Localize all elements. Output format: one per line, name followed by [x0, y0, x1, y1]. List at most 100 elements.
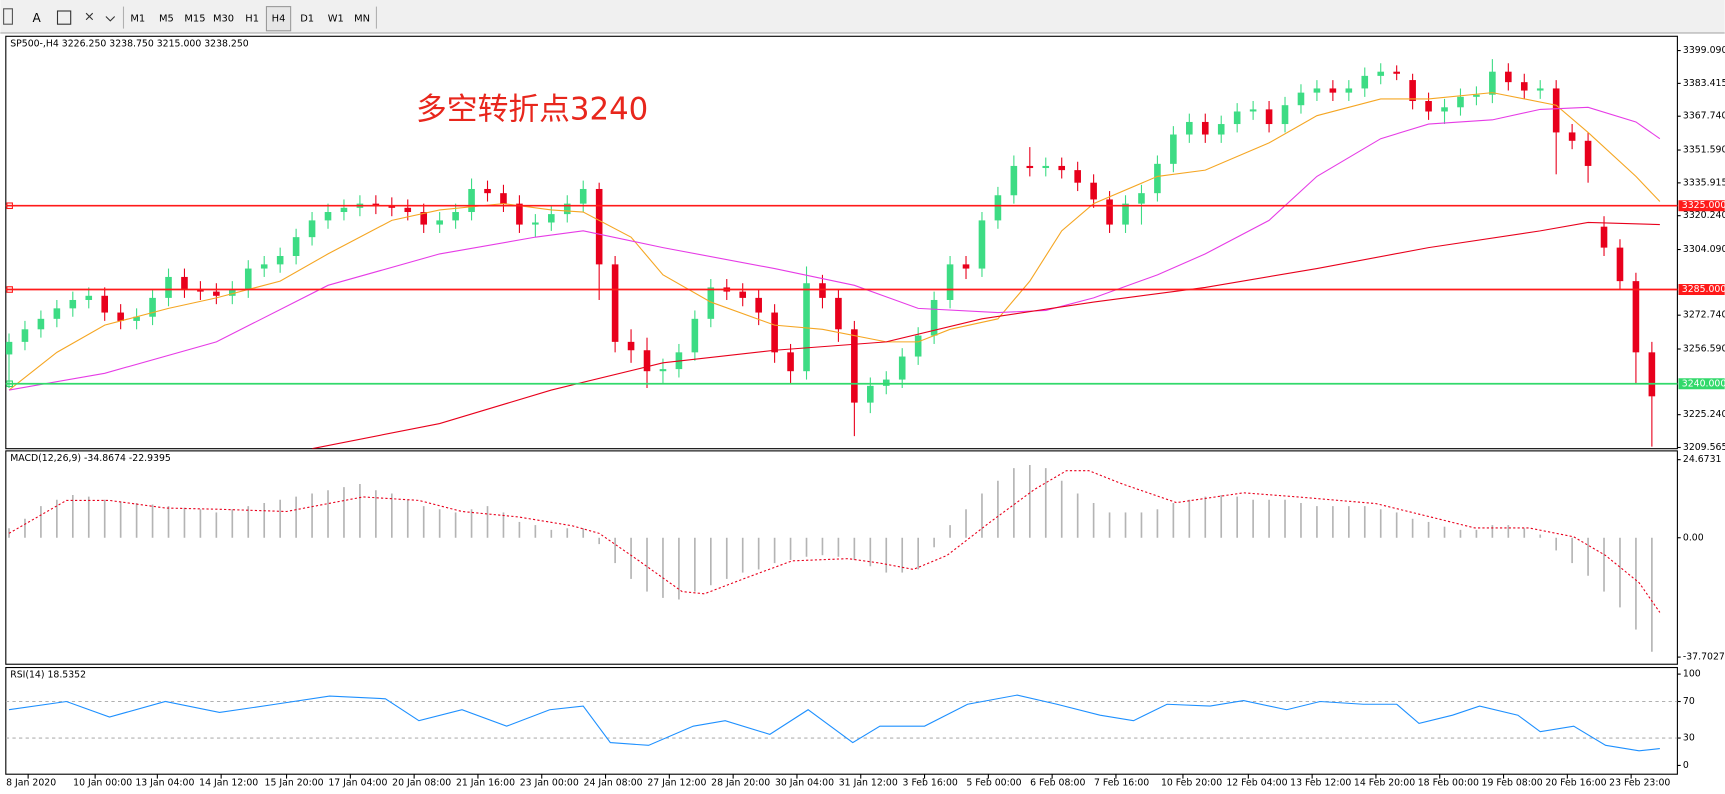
candle-body	[1042, 165, 1050, 169]
x-tick-label: 7 Feb 16:00	[1094, 778, 1149, 789]
candle-body	[484, 188, 491, 194]
level-label-bg	[1678, 378, 1725, 390]
candle-body	[1074, 170, 1081, 183]
y-tick-label: 3367.740	[1683, 111, 1725, 122]
candle-body	[1217, 124, 1225, 135]
level-label: 3240.000	[1682, 378, 1725, 389]
panel-title: SP500-,H4 3226.250 3238.750 3215.000 323…	[10, 38, 249, 49]
y-tick-label: 3209.565	[1683, 442, 1725, 453]
candle-body	[69, 299, 77, 309]
candle-body	[324, 212, 332, 221]
panel-frame	[5, 35, 1678, 450]
candle-body	[787, 352, 794, 372]
candle-body	[468, 188, 475, 213]
x-tick-label: 10 Jan 00:00	[73, 778, 132, 789]
candle-body	[1409, 80, 1416, 102]
candle-body	[946, 264, 954, 300]
candle-body	[149, 297, 156, 317]
y-tick-label: 3335.915	[1683, 177, 1725, 188]
candle-body	[1536, 88, 1544, 91]
candle-body	[1632, 281, 1640, 353]
x-tick-label: 23 Jan 00:00	[520, 778, 579, 789]
candle-body	[803, 283, 810, 372]
x-tick-label: 23 Feb 23:00	[1609, 778, 1670, 789]
timeframe-button[interactable]: H1	[245, 14, 259, 25]
level-marker	[6, 380, 13, 388]
candle-body	[1329, 88, 1337, 93]
candle-body	[1425, 101, 1432, 112]
timeframe-button[interactable]: M1	[130, 14, 145, 25]
candle-body	[37, 318, 45, 330]
indicator-line	[8, 106, 1661, 391]
candle-body	[1377, 71, 1385, 76]
y-tick-label: 0	[1683, 760, 1689, 771]
candle-body	[1489, 71, 1496, 95]
candle-body	[532, 222, 539, 225]
candle-body	[213, 291, 220, 296]
candle-body	[308, 220, 316, 238]
candle-body	[1058, 165, 1066, 171]
text-tool-icon[interactable]: A	[32, 11, 41, 25]
candle-body	[5, 341, 13, 355]
candle-body	[229, 289, 236, 296]
candle-body	[1233, 111, 1241, 125]
candle-body	[851, 329, 858, 403]
candle-body	[691, 318, 699, 353]
candle-body	[1170, 134, 1177, 164]
level-marker	[6, 286, 13, 293]
timeframe-button[interactable]: W1	[328, 14, 344, 25]
x-tick-label: 10 Feb 20:00	[1161, 778, 1222, 789]
candle-body	[1265, 109, 1273, 125]
candle-body	[1154, 163, 1161, 194]
candle-body	[882, 379, 890, 386]
x-tick-label: 20 Feb 16:00	[1545, 778, 1606, 789]
y-tick-label: 30	[1683, 733, 1695, 744]
y-tick-label: 70	[1683, 696, 1695, 707]
timeframe-button[interactable]: MN	[354, 14, 370, 25]
candle-body	[579, 188, 587, 204]
x-tick-label: 24 Jan 08:00	[584, 778, 643, 789]
y-tick-label: -37.7027	[1683, 652, 1725, 663]
candle-body	[1313, 88, 1321, 93]
panel-title: MACD(12,26,9) -34.8674 -22.9395	[10, 453, 171, 464]
candle-body	[659, 369, 667, 372]
candle-body	[1600, 226, 1608, 248]
candle-body	[1441, 107, 1448, 112]
panel-plot	[8, 464, 1661, 652]
cursor-tool[interactable]	[3, 8, 13, 25]
x-tick-label: 8 Jan 2020	[6, 778, 56, 789]
candle-body	[1648, 352, 1656, 397]
candle-body	[1505, 71, 1512, 83]
panel-frame	[5, 666, 1678, 775]
candle-body	[404, 207, 412, 213]
x-tick-label: 17 Jan 04:00	[328, 778, 387, 789]
candle-body	[292, 237, 300, 256]
indicator-line	[311, 221, 1660, 449]
candle-body	[197, 289, 204, 292]
candle-body	[771, 312, 778, 353]
timeframe-button[interactable]: D1	[300, 14, 314, 25]
candle-body	[978, 220, 986, 269]
panel-plot	[5, 694, 1678, 752]
level-label-bg	[1678, 284, 1725, 296]
candle-body	[1345, 88, 1353, 93]
shapes-tool[interactable]	[85, 12, 116, 22]
candle-body	[276, 255, 284, 265]
candle-body	[420, 212, 428, 225]
candle-body	[819, 283, 826, 298]
candle-body	[85, 295, 93, 300]
timeframe-button[interactable]: M30	[213, 14, 234, 25]
timeframe-button[interactable]: H4	[272, 14, 286, 25]
candle-body	[548, 214, 555, 223]
label-tool[interactable]	[56, 10, 72, 25]
timeframe-button[interactable]: M5	[159, 14, 174, 25]
candle-body	[340, 207, 348, 213]
x-tick-label: 20 Jan 08:00	[392, 778, 451, 789]
candle-body	[1026, 165, 1034, 169]
x-tick-label: 21 Jan 16:00	[456, 778, 515, 789]
timeframe-button[interactable]: M15	[184, 14, 205, 25]
candle-body	[436, 220, 443, 225]
candle-body	[452, 212, 459, 221]
candle-body	[1297, 92, 1305, 106]
candle-body	[1090, 182, 1097, 200]
